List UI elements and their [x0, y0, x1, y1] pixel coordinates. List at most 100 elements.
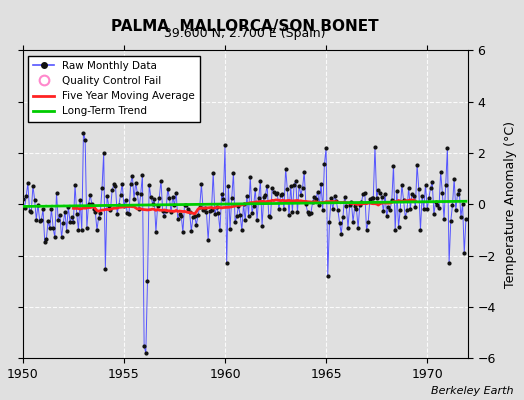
Point — [201, 205, 209, 211]
Point — [219, 196, 227, 202]
Point — [25, 208, 34, 214]
Point — [352, 205, 361, 212]
Point — [389, 162, 398, 169]
Point — [205, 208, 214, 214]
Point — [436, 168, 445, 175]
Point — [448, 202, 456, 208]
Point — [130, 195, 138, 202]
Point — [395, 224, 403, 230]
Point — [243, 192, 251, 199]
Point — [172, 190, 180, 196]
Point — [195, 204, 204, 210]
Point — [106, 207, 115, 213]
Point — [81, 137, 90, 144]
Point — [165, 195, 173, 201]
Point — [177, 212, 185, 219]
Point — [46, 225, 54, 232]
Point — [320, 161, 329, 167]
Point — [71, 182, 79, 188]
Point — [185, 209, 194, 216]
Point — [76, 197, 84, 203]
Point — [416, 227, 424, 233]
Point — [34, 202, 42, 208]
Point — [173, 216, 182, 223]
Point — [317, 180, 325, 187]
Point — [72, 210, 81, 217]
Point — [44, 218, 52, 224]
Point — [216, 227, 224, 234]
Point — [379, 208, 388, 215]
Point — [128, 173, 137, 179]
Point — [241, 217, 249, 224]
Point — [271, 190, 280, 197]
Point — [420, 206, 428, 212]
Point — [221, 142, 229, 148]
Point — [446, 218, 455, 224]
Point — [263, 182, 271, 189]
Point — [374, 186, 383, 193]
Point — [322, 145, 330, 151]
Point — [455, 186, 463, 193]
Point — [349, 218, 357, 225]
Point — [194, 212, 202, 218]
Point — [152, 229, 160, 235]
Point — [433, 202, 442, 208]
Point — [52, 190, 61, 197]
Point — [337, 230, 345, 237]
Point — [281, 166, 290, 172]
Point — [278, 191, 287, 197]
Point — [411, 204, 420, 210]
Point — [283, 186, 291, 193]
Point — [392, 188, 401, 194]
Point — [157, 178, 165, 184]
Point — [261, 192, 270, 198]
Point — [418, 193, 427, 199]
Point — [244, 213, 253, 219]
Point — [180, 201, 189, 208]
Point — [300, 168, 309, 175]
Point — [443, 145, 452, 151]
Point — [421, 182, 430, 188]
Point — [327, 195, 335, 201]
Point — [239, 201, 248, 208]
Point — [103, 193, 111, 199]
Point — [155, 194, 163, 201]
Point — [29, 182, 37, 189]
Point — [202, 209, 211, 216]
Point — [458, 201, 467, 207]
Point — [69, 219, 78, 226]
Point — [150, 196, 158, 202]
Point — [78, 227, 86, 234]
Point — [163, 186, 172, 192]
Point — [133, 190, 141, 196]
Point — [100, 150, 108, 156]
Point — [298, 185, 307, 192]
Point — [428, 179, 436, 185]
Point — [192, 221, 201, 228]
Point — [403, 207, 411, 214]
Point — [335, 220, 344, 226]
Point — [309, 199, 317, 205]
Point — [132, 180, 140, 186]
Point — [356, 202, 364, 208]
Point — [138, 172, 147, 178]
Point — [423, 206, 431, 212]
Point — [430, 211, 438, 218]
Point — [330, 192, 339, 199]
Point — [450, 176, 458, 182]
Point — [62, 227, 71, 234]
Point — [123, 210, 132, 217]
Point — [305, 210, 313, 217]
Point — [246, 174, 255, 180]
Point — [253, 217, 261, 224]
Point — [266, 214, 275, 220]
Point — [162, 207, 170, 214]
Point — [445, 260, 453, 266]
Point — [364, 219, 373, 225]
Point — [122, 197, 130, 203]
Point — [435, 205, 443, 212]
Point — [357, 199, 366, 205]
Point — [145, 182, 154, 188]
Point — [255, 195, 263, 201]
Point — [113, 210, 122, 217]
